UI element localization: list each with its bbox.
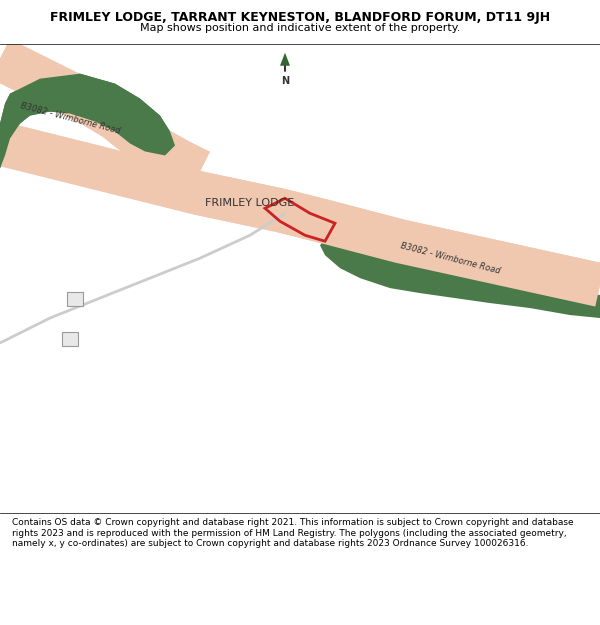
- Polygon shape: [0, 74, 175, 168]
- Polygon shape: [280, 52, 290, 66]
- Text: Contains OS data © Crown copyright and database right 2021. This information is : Contains OS data © Crown copyright and d…: [12, 518, 574, 548]
- Text: N: N: [281, 76, 289, 86]
- Bar: [67, 292, 83, 306]
- Polygon shape: [0, 39, 210, 191]
- Polygon shape: [0, 122, 600, 306]
- Text: B3082 - Wimborne Road: B3082 - Wimborne Road: [19, 101, 121, 136]
- Text: FRIMLEY LODGE: FRIMLEY LODGE: [205, 198, 295, 208]
- Polygon shape: [320, 233, 600, 318]
- Text: FRIMLEY LODGE, TARRANT KEYNESTON, BLANDFORD FORUM, DT11 9JH: FRIMLEY LODGE, TARRANT KEYNESTON, BLANDF…: [50, 11, 550, 24]
- Text: B3082 - Wimborne Road: B3082 - Wimborne Road: [399, 241, 501, 276]
- Polygon shape: [0, 39, 210, 191]
- Bar: [62, 332, 78, 346]
- Text: Map shows position and indicative extent of the property.: Map shows position and indicative extent…: [140, 22, 460, 32]
- Polygon shape: [0, 74, 175, 168]
- Polygon shape: [0, 122, 600, 306]
